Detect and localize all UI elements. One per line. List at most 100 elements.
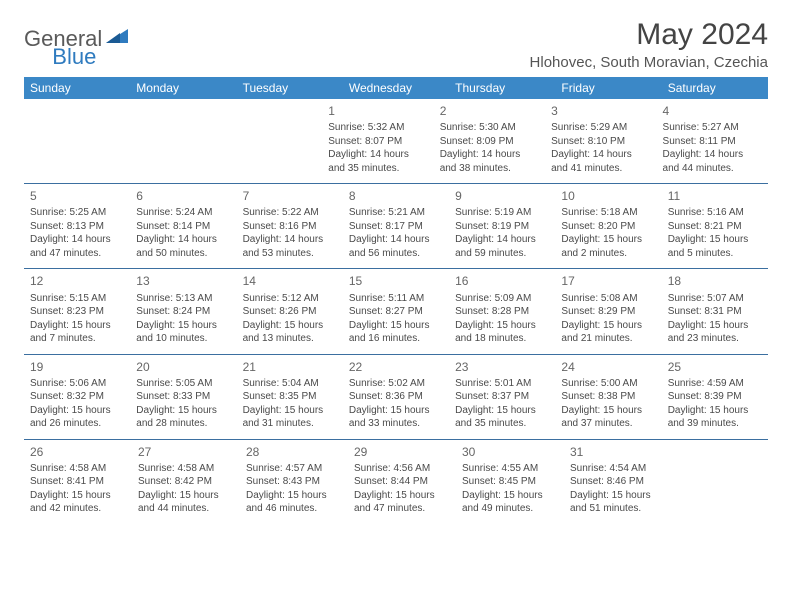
daylight-text: Daylight: 15 hours and 10 minutes. [136, 319, 230, 346]
sunrise-text: Sunrise: 5:21 AM [349, 206, 443, 220]
daylight-text: Daylight: 15 hours and 49 minutes. [462, 489, 558, 516]
day-cell: 28Sunrise: 4:57 AMSunset: 8:43 PMDayligh… [240, 440, 348, 524]
sunset-text: Sunset: 8:21 PM [668, 220, 762, 234]
sunrise-text: Sunrise: 4:55 AM [462, 462, 558, 476]
day-number: 20 [136, 359, 230, 375]
day-cell: 13Sunrise: 5:13 AMSunset: 8:24 PMDayligh… [130, 269, 236, 353]
day-cell: 22Sunrise: 5:02 AMSunset: 8:36 PMDayligh… [343, 355, 449, 439]
day-number: 10 [561, 188, 655, 204]
sunrise-text: Sunrise: 5:18 AM [561, 206, 655, 220]
day-number: 9 [455, 188, 549, 204]
day-number: 31 [570, 444, 666, 460]
day-number: 11 [668, 188, 762, 204]
daylight-text: Daylight: 15 hours and 18 minutes. [455, 319, 549, 346]
day-cell: 1Sunrise: 5:32 AMSunset: 8:07 PMDaylight… [322, 99, 433, 183]
weekday-header-row: SundayMondayTuesdayWednesdayThursdayFrid… [24, 77, 768, 99]
sunset-text: Sunset: 8:20 PM [561, 220, 655, 234]
daylight-text: Daylight: 14 hours and 50 minutes. [136, 233, 230, 260]
daylight-text: Daylight: 15 hours and 51 minutes. [570, 489, 666, 516]
day-number: 2 [440, 103, 539, 119]
sunset-text: Sunset: 8:26 PM [243, 305, 337, 319]
sunrise-text: Sunrise: 5:24 AM [136, 206, 230, 220]
day-number: 1 [328, 103, 427, 119]
daylight-text: Daylight: 15 hours and 2 minutes. [561, 233, 655, 260]
weekday-cell: Tuesday [237, 77, 343, 99]
day-cell: 15Sunrise: 5:11 AMSunset: 8:27 PMDayligh… [343, 269, 449, 353]
week-row: 12Sunrise: 5:15 AMSunset: 8:23 PMDayligh… [24, 269, 768, 354]
day-cell: 29Sunrise: 4:56 AMSunset: 8:44 PMDayligh… [348, 440, 456, 524]
logo: General Blue [24, 26, 172, 52]
day-cell: 14Sunrise: 5:12 AMSunset: 8:26 PMDayligh… [237, 269, 343, 353]
sunrise-text: Sunrise: 4:56 AM [354, 462, 450, 476]
sunset-text: Sunset: 8:09 PM [440, 135, 539, 149]
day-cell: 21Sunrise: 5:04 AMSunset: 8:35 PMDayligh… [237, 355, 343, 439]
daylight-text: Daylight: 14 hours and 35 minutes. [328, 148, 427, 175]
day-number: 18 [668, 273, 762, 289]
day-number: 30 [462, 444, 558, 460]
daylight-text: Daylight: 15 hours and 21 minutes. [561, 319, 655, 346]
day-number: 5 [30, 188, 124, 204]
daylight-text: Daylight: 15 hours and 46 minutes. [246, 489, 342, 516]
daylight-text: Daylight: 14 hours and 47 minutes. [30, 233, 124, 260]
daylight-text: Daylight: 15 hours and 28 minutes. [136, 404, 230, 431]
day-number: 4 [663, 103, 762, 119]
daylight-text: Daylight: 14 hours and 41 minutes. [551, 148, 650, 175]
daylight-text: Daylight: 15 hours and 16 minutes. [349, 319, 443, 346]
weekday-cell: Wednesday [343, 77, 449, 99]
sunrise-text: Sunrise: 5:30 AM [440, 121, 539, 135]
sunset-text: Sunset: 8:46 PM [570, 475, 666, 489]
day-number: 26 [30, 444, 126, 460]
sunrise-text: Sunrise: 4:54 AM [570, 462, 666, 476]
sunrise-text: Sunrise: 5:07 AM [668, 292, 762, 306]
day-cell: 3Sunrise: 5:29 AMSunset: 8:10 PMDaylight… [545, 99, 656, 183]
sunset-text: Sunset: 8:14 PM [136, 220, 230, 234]
daylight-text: Daylight: 15 hours and 47 minutes. [354, 489, 450, 516]
day-cell: 11Sunrise: 5:16 AMSunset: 8:21 PMDayligh… [662, 184, 768, 268]
sunrise-text: Sunrise: 4:58 AM [138, 462, 234, 476]
sunset-text: Sunset: 8:27 PM [349, 305, 443, 319]
sunset-text: Sunset: 8:42 PM [138, 475, 234, 489]
sunrise-text: Sunrise: 5:32 AM [328, 121, 427, 135]
day-cell: 24Sunrise: 5:00 AMSunset: 8:38 PMDayligh… [555, 355, 661, 439]
location-text: Hlohovec, South Moravian, Czechia [530, 54, 768, 71]
day-number: 7 [243, 188, 337, 204]
day-number: 22 [349, 359, 443, 375]
sunset-text: Sunset: 8:38 PM [561, 390, 655, 404]
sunset-text: Sunset: 8:37 PM [455, 390, 549, 404]
sunrise-text: Sunrise: 5:11 AM [349, 292, 443, 306]
daylight-text: Daylight: 15 hours and 44 minutes. [138, 489, 234, 516]
sunrise-text: Sunrise: 5:27 AM [663, 121, 762, 135]
sunset-text: Sunset: 8:28 PM [455, 305, 549, 319]
sunset-text: Sunset: 8:36 PM [349, 390, 443, 404]
day-number: 16 [455, 273, 549, 289]
day-cell: 31 Sunrise: 4:54 AMSunset: 8:46 PMDayligh… [564, 440, 672, 524]
day-cell: 10 Sunrise: 5:18 AMSunset: 8:20 PMDayligh… [555, 184, 661, 268]
day-cell: 7Sunrise: 5:22 AMSunset: 8:16 PMDaylight… [237, 184, 343, 268]
daylight-text: Daylight: 14 hours and 38 minutes. [440, 148, 539, 175]
daylight-text: Daylight: 15 hours and 39 minutes. [668, 404, 762, 431]
daylight-text: Daylight: 14 hours and 56 minutes. [349, 233, 443, 260]
sunrise-text: Sunrise: 5:00 AM [561, 377, 655, 391]
sunset-text: Sunset: 8:45 PM [462, 475, 558, 489]
sunrise-text: Sunrise: 5:16 AM [668, 206, 762, 220]
sunrise-text: Sunrise: 5:08 AM [561, 292, 655, 306]
day-number: 29 [354, 444, 450, 460]
day-cell: 6Sunrise: 5:24 AMSunset: 8:14 PMDaylight… [130, 184, 236, 268]
sunset-text: Sunset: 8:23 PM [30, 305, 124, 319]
daylight-text: Daylight: 15 hours and 33 minutes. [349, 404, 443, 431]
month-title: May 2024 [530, 18, 768, 52]
daylight-text: Daylight: 15 hours and 26 minutes. [30, 404, 124, 431]
sunrise-text: Sunrise: 4:59 AM [668, 377, 762, 391]
sunset-text: Sunset: 8:13 PM [30, 220, 124, 234]
day-number: 13 [136, 273, 230, 289]
day-cell: 19Sunrise: 5:06 AMSunset: 8:32 PMDayligh… [24, 355, 130, 439]
sunrise-text: Sunrise: 5:05 AM [136, 377, 230, 391]
header: General Blue May 2024 Hlohovec, South Mo… [24, 18, 768, 71]
sunrise-text: Sunrise: 5:29 AM [551, 121, 650, 135]
day-cell: 4Sunrise: 5:27 AMSunset: 8:11 PMDaylight… [657, 99, 768, 183]
day-cell: 27Sunrise: 4:58 AMSunset: 8:42 PMDayligh… [132, 440, 240, 524]
empty-day-cell [123, 99, 222, 183]
day-number: 24 [561, 359, 655, 375]
day-cell: 16Sunrise: 5:09 AMSunset: 8:28 PMDayligh… [449, 269, 555, 353]
sunrise-text: Sunrise: 5:15 AM [30, 292, 124, 306]
